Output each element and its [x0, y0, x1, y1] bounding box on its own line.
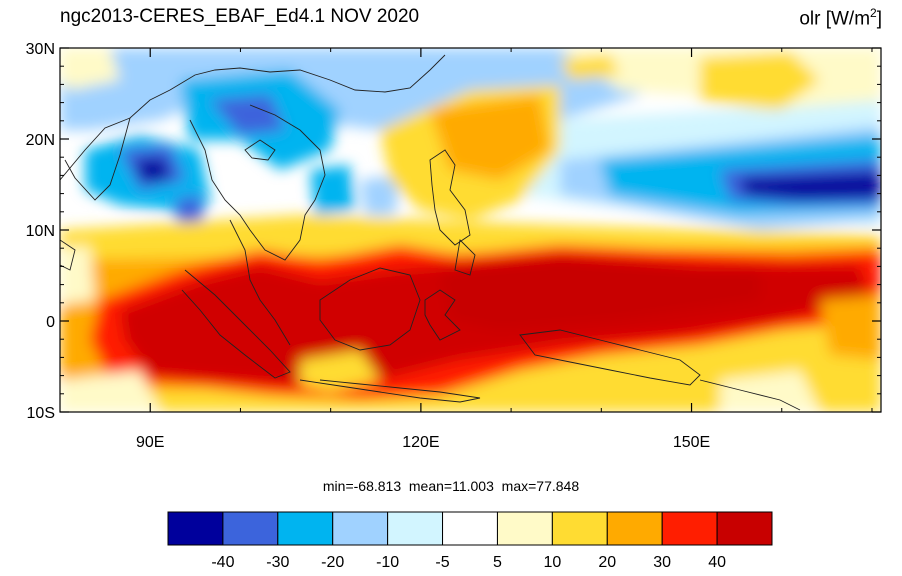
max-label: max=	[501, 478, 537, 494]
colorbar-label: -30	[266, 554, 289, 571]
lat-tick-label: 10S	[27, 405, 55, 422]
variable-label: olr [W/m	[799, 8, 871, 30]
colorbar-label: -5	[435, 554, 449, 571]
colorbar-label: 10	[543, 554, 561, 571]
colorbar-label: -20	[321, 554, 344, 571]
units-superscript: 2	[870, 6, 877, 20]
lat-tick-label: 20N	[26, 132, 55, 149]
colorbar-label: 20	[598, 554, 616, 571]
mean-value: 11.003	[452, 478, 494, 494]
colorbar-swatch	[496, 511, 553, 546]
colorbar-swatch	[222, 511, 279, 546]
lon-tick-label: 90E	[136, 434, 164, 451]
lon-tick-label: 120E	[402, 434, 439, 451]
colorbar-swatch	[551, 511, 608, 546]
colorbar-swatch	[442, 511, 498, 546]
colorbar-swatch	[661, 511, 718, 546]
variable-units: olr [W/m2]	[799, 6, 882, 30]
colorbar-swatch	[387, 511, 444, 546]
plot-title: ngc2013-CERES_EBAF_Ed4.1 NOV 2020	[60, 6, 420, 27]
variable-close: ]	[876, 8, 882, 30]
colorbar: -40 -30 -20 -10 -5 5 10 20 30 40	[167, 511, 773, 571]
colorbar-swatch	[167, 511, 224, 546]
latitude-axis: 30N 20N 10N 0 10S	[26, 41, 881, 422]
colorbar-swatch	[332, 511, 389, 546]
longitude-axis: 90E 120E 150E	[59, 48, 873, 451]
min-value: -68.813	[353, 478, 402, 494]
colorbar-swatch	[606, 511, 663, 546]
colorbar-label: 40	[708, 554, 726, 571]
min-label: min=	[322, 478, 354, 494]
statistics-line: min=-68.813 mean=11.003 max=77.848	[0, 478, 902, 494]
colorbar-label: -10	[376, 554, 399, 571]
mean-label: mean=	[408, 478, 453, 494]
olr-field	[60, 48, 881, 412]
lat-tick-label: 10N	[26, 223, 55, 240]
coastlines	[60, 54, 801, 411]
colorbar-label: 5	[493, 554, 502, 571]
max-value: 77.848	[536, 478, 580, 494]
lat-tick-label: 30N	[26, 41, 55, 58]
colorbar-swatch	[716, 511, 773, 546]
colorbar-label: 30	[653, 554, 671, 571]
lon-tick-label: 150E	[673, 434, 710, 451]
map-figure: 30N 20N 10N 0 10S 90E 120E 150E	[26, 41, 882, 451]
colorbar-swatch	[277, 511, 334, 546]
colorbar-label: -40	[211, 554, 234, 571]
lat-tick-label: 0	[46, 314, 55, 331]
